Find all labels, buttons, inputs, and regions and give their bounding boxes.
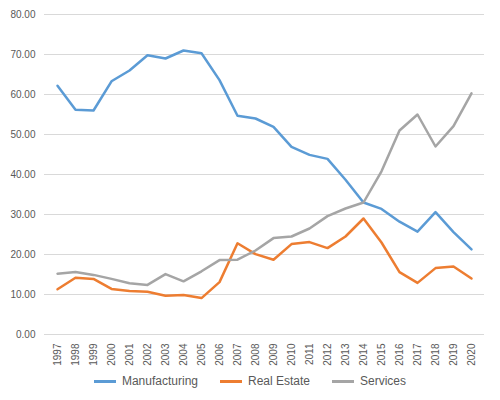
svg-text:80.00: 80.00 bbox=[10, 9, 35, 20]
svg-text:2006: 2006 bbox=[214, 343, 225, 366]
svg-text:2020: 2020 bbox=[466, 343, 477, 366]
svg-text:1999: 1999 bbox=[88, 343, 99, 366]
svg-text:2001: 2001 bbox=[124, 343, 135, 366]
svg-text:2010: 2010 bbox=[286, 343, 297, 366]
svg-text:2008: 2008 bbox=[250, 343, 261, 366]
svg-text:2016: 2016 bbox=[394, 343, 405, 366]
svg-text:2012: 2012 bbox=[322, 343, 333, 366]
svg-text:1998: 1998 bbox=[70, 343, 81, 366]
html-text:Manufacturing: Manufacturing bbox=[121, 374, 198, 388]
svg-text:2000: 2000 bbox=[106, 343, 117, 366]
svg-text:2009: 2009 bbox=[268, 343, 279, 366]
html-text:Services: Services bbox=[360, 374, 406, 388]
svg-text:40.00: 40.00 bbox=[10, 169, 35, 180]
svg-text:2013: 2013 bbox=[340, 343, 351, 366]
svg-text:10.00: 10.00 bbox=[10, 289, 35, 300]
svg-text:2005: 2005 bbox=[196, 343, 207, 366]
svg-text:2004: 2004 bbox=[178, 343, 189, 366]
svg-text:60.00: 60.00 bbox=[10, 89, 35, 100]
svg-text:2003: 2003 bbox=[160, 343, 171, 366]
svg-text:2002: 2002 bbox=[142, 343, 153, 366]
svg-text:2011: 2011 bbox=[304, 343, 315, 365]
svg-text:1997: 1997 bbox=[52, 343, 63, 366]
svg-text:2019: 2019 bbox=[448, 343, 459, 366]
html-text:Real Estate: Real Estate bbox=[248, 374, 310, 388]
svg-text:2018: 2018 bbox=[430, 343, 441, 366]
svg-text:0.00: 0.00 bbox=[16, 329, 36, 340]
svg-text:2014: 2014 bbox=[358, 343, 369, 366]
svg-text:50.00: 50.00 bbox=[10, 129, 35, 140]
svg-text:2017: 2017 bbox=[412, 343, 423, 366]
svg-text:30.00: 30.00 bbox=[10, 209, 35, 220]
svg-text:2015: 2015 bbox=[376, 343, 387, 366]
svg-text:70.00: 70.00 bbox=[10, 49, 35, 60]
svg-text:2007: 2007 bbox=[232, 343, 243, 366]
svg-text:20.00: 20.00 bbox=[10, 249, 35, 260]
